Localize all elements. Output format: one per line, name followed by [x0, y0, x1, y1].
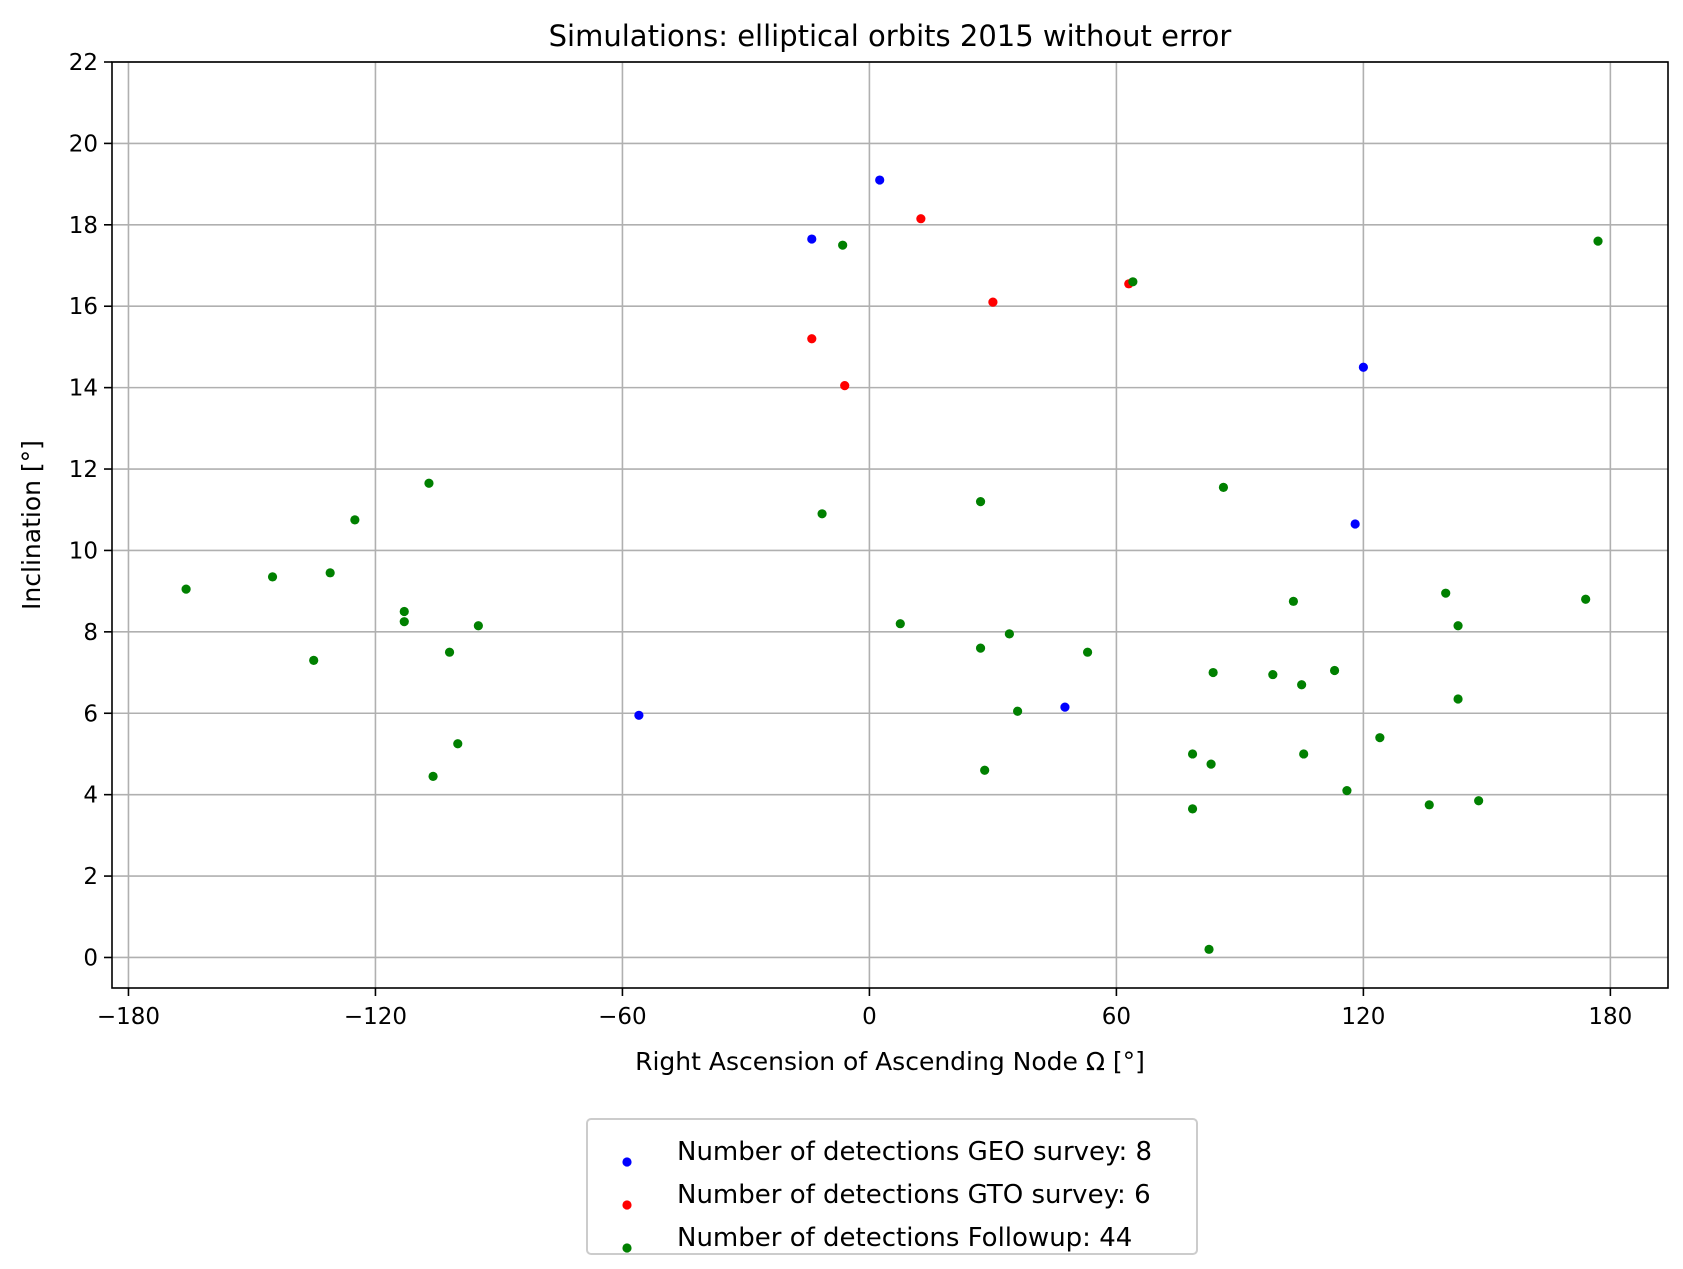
y-tick-label: 18 — [69, 213, 98, 239]
series-0 — [634, 175, 1368, 720]
y-tick-label: 22 — [69, 50, 98, 76]
data-point — [1013, 706, 1023, 716]
data-point — [1206, 759, 1216, 769]
x-tick-label: −120 — [344, 1004, 407, 1030]
x-axis-label: Right Ascension of Ascending Node Ω [°] — [635, 1047, 1145, 1076]
y-tick-label: 6 — [83, 701, 98, 727]
data-point — [444, 647, 455, 657]
data-point — [807, 234, 817, 244]
data-point — [1204, 944, 1214, 954]
data-point — [1128, 277, 1138, 287]
x-tick-label: 180 — [1588, 1004, 1632, 1030]
data-point — [350, 515, 360, 525]
data-point — [1297, 680, 1307, 690]
legend-frame — [586, 1118, 1198, 1255]
data-point — [1375, 733, 1385, 743]
data-point — [807, 334, 817, 344]
data-points — [181, 175, 1603, 954]
data-point — [399, 606, 409, 617]
x-tick-label: 0 — [862, 1004, 877, 1030]
y-tick-label: 2 — [83, 864, 98, 890]
y-axis-label: Inclination [°] — [17, 440, 46, 610]
data-point — [1187, 749, 1198, 759]
data-point — [895, 619, 905, 629]
data-point — [1350, 519, 1360, 529]
data-point — [428, 771, 438, 781]
data-point — [267, 572, 278, 582]
data-point — [1299, 749, 1309, 759]
data-point — [916, 214, 926, 224]
x-tick-label: −60 — [598, 1004, 647, 1030]
chart-title: Simulations: elliptical orbits 2015 with… — [549, 19, 1232, 53]
axis-ticks: −180 −120 −60 0 60 120 180 0 2 4 6 8 10 12 14 16 18 20 22 — [69, 50, 1633, 1030]
grid — [112, 61, 1668, 988]
y-tick-label: 16 — [69, 294, 98, 320]
data-point — [1187, 804, 1198, 814]
data-point — [1581, 594, 1591, 604]
data-point — [1082, 647, 1093, 657]
series-2 — [181, 236, 1603, 954]
data-point — [1441, 588, 1451, 598]
data-point — [453, 739, 463, 749]
data-point — [975, 643, 986, 653]
data-point — [1593, 236, 1603, 246]
x-tick-label: 60 — [1102, 1004, 1131, 1030]
data-point — [1474, 796, 1484, 806]
data-point — [634, 710, 644, 720]
legend-label: Number of detections Followup: 44 — [677, 1223, 1132, 1253]
y-tick-label: 10 — [69, 538, 98, 564]
y-tick-label: 12 — [69, 457, 98, 483]
data-point — [1358, 362, 1368, 372]
data-point — [1268, 669, 1278, 680]
legend-label: Number of detections GEO survey: 8 — [677, 1137, 1152, 1167]
data-point — [840, 380, 850, 391]
y-tick-label: 20 — [69, 131, 98, 157]
y-tick-label: 8 — [83, 620, 98, 646]
x-tick-label: −180 — [97, 1004, 160, 1030]
x-tick-label: 120 — [1341, 1004, 1385, 1030]
data-point — [1342, 785, 1352, 796]
data-point — [1453, 621, 1463, 631]
data-point — [1288, 596, 1299, 606]
data-point — [1004, 629, 1014, 639]
legend: Number of detections GEO survey: 8 Number… — [586, 1118, 1198, 1255]
data-point — [975, 496, 986, 507]
data-point — [817, 509, 827, 519]
legend-item: Number of detections GEO survey: 8 — [622, 1137, 1152, 1167]
legend-item: Number of detections GTO survey: 6 — [622, 1180, 1151, 1210]
data-point — [1453, 694, 1463, 704]
data-point — [988, 297, 998, 307]
data-point — [325, 568, 335, 578]
y-tick-label: 0 — [83, 945, 98, 971]
data-point — [399, 617, 409, 627]
legend-marker — [622, 1157, 632, 1167]
plot-frame — [111, 61, 1669, 989]
data-point — [838, 240, 848, 250]
data-point — [424, 478, 434, 488]
legend-label: Number of detections GTO survey: 6 — [677, 1180, 1151, 1210]
data-point — [309, 655, 319, 665]
data-point — [473, 621, 483, 631]
legend-item: Number of detections Followup: 44 — [622, 1223, 1132, 1253]
data-point — [980, 765, 990, 775]
data-point — [1329, 665, 1340, 676]
legend-marker — [622, 1243, 632, 1253]
y-tick-label: 14 — [69, 376, 98, 402]
data-point — [1424, 800, 1434, 810]
y-tick-label: 4 — [83, 783, 98, 809]
data-point — [875, 175, 885, 185]
data-point — [1208, 667, 1218, 678]
data-point — [181, 584, 191, 594]
series-1 — [807, 214, 1134, 391]
legend-marker — [622, 1200, 632, 1210]
data-point — [1218, 482, 1229, 492]
data-point — [1060, 702, 1070, 712]
